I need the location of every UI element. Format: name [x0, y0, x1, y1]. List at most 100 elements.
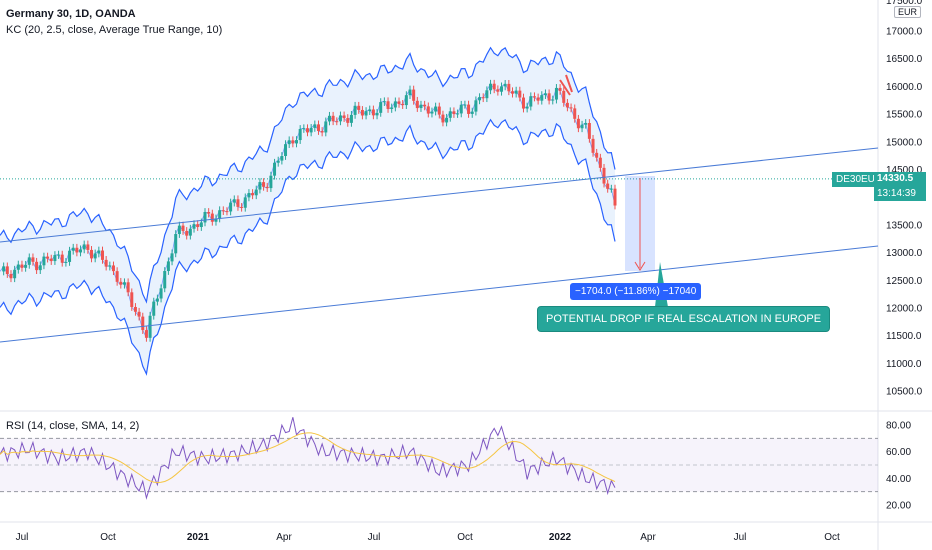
candle [602, 167, 606, 184]
candle [254, 189, 258, 196]
candle [503, 83, 507, 87]
candle [13, 269, 17, 279]
price-range-arrowhead [634, 261, 646, 271]
candle [375, 112, 379, 116]
candle [379, 102, 383, 113]
candle [448, 111, 452, 118]
candle [24, 264, 28, 268]
candle [452, 111, 456, 115]
candle [613, 188, 617, 206]
symbol-tag: DE30EUR [832, 172, 887, 187]
candle [218, 210, 222, 219]
candle [236, 199, 240, 207]
candle [225, 211, 229, 213]
candle [185, 230, 189, 236]
candle [262, 182, 266, 187]
price-tick-label: 13000.0 [886, 248, 923, 259]
candle [551, 99, 555, 101]
candle [163, 271, 167, 289]
time-axis-label: Jul [734, 532, 747, 543]
candle [390, 107, 394, 109]
candle [434, 106, 438, 112]
price-tick-label: 11000.0 [886, 359, 922, 370]
rsi-tick-label: 60.00 [886, 447, 911, 458]
candle [382, 101, 386, 103]
candle [397, 101, 401, 104]
candle [606, 183, 610, 189]
price-range-label[interactable]: −1704.0 (−11.86%) −17040 [570, 283, 702, 300]
candle [401, 103, 405, 106]
time-axis-label: 2021 [187, 532, 210, 543]
candle [463, 104, 467, 106]
candle [207, 212, 211, 214]
candle [291, 140, 295, 144]
candle [598, 157, 602, 168]
candle [196, 224, 200, 228]
candle [203, 212, 207, 223]
candle [214, 218, 218, 222]
candle [79, 249, 83, 253]
candle [368, 109, 372, 112]
candle [349, 114, 353, 123]
candle [489, 83, 493, 91]
candle [75, 247, 79, 253]
candle [265, 186, 269, 189]
price-tick-label: 13500.0 [886, 220, 923, 231]
candle [247, 193, 251, 198]
candle [97, 250, 101, 254]
candle [280, 156, 284, 161]
candle [441, 114, 445, 123]
candle [251, 193, 255, 196]
candle [276, 160, 280, 163]
candle [357, 105, 361, 110]
candle [404, 95, 408, 106]
candle [342, 115, 346, 119]
candle [565, 102, 569, 108]
candle [60, 254, 64, 263]
candle [141, 316, 145, 331]
annotation-note[interactable]: POTENTIAL DROP IF REAL ESCALATION IN EUR… [537, 306, 831, 332]
candle [584, 122, 588, 125]
keltner-upper-line [0, 46, 616, 304]
candle [554, 87, 558, 100]
keltner-band-fill [0, 47, 615, 374]
candle [199, 222, 203, 228]
currency-button[interactable]: EUR [894, 6, 922, 18]
candle [35, 261, 39, 271]
time-axis-label: Oct [824, 532, 840, 543]
candle [558, 87, 562, 91]
candle [445, 117, 449, 123]
candle [177, 225, 181, 235]
candle [27, 257, 31, 265]
candle [119, 281, 123, 285]
candle [188, 228, 192, 236]
candle [415, 100, 419, 109]
price-tick-label: 16000.0 [886, 82, 923, 93]
candle [240, 206, 244, 208]
candle [166, 261, 170, 272]
candle [298, 128, 302, 141]
candle [587, 122, 591, 139]
red-arrow-mark [559, 74, 573, 96]
candle [192, 224, 196, 229]
candle [229, 202, 233, 212]
candle [42, 256, 46, 266]
candle [155, 298, 159, 302]
candle [243, 197, 247, 208]
candle [210, 213, 214, 222]
candle [316, 124, 320, 132]
price-tick-label: 11500.0 [886, 331, 922, 342]
candle [126, 282, 130, 293]
candle [71, 247, 75, 251]
candle [478, 97, 482, 101]
price-tick-label: 12000.0 [886, 304, 923, 315]
candle [122, 282, 126, 285]
candle [470, 111, 474, 114]
candle [408, 89, 412, 96]
time-axis-label: Jul [368, 532, 381, 543]
upper-trendline [0, 147, 879, 243]
candle [511, 91, 514, 94]
candle [525, 106, 529, 109]
candle [295, 140, 299, 144]
